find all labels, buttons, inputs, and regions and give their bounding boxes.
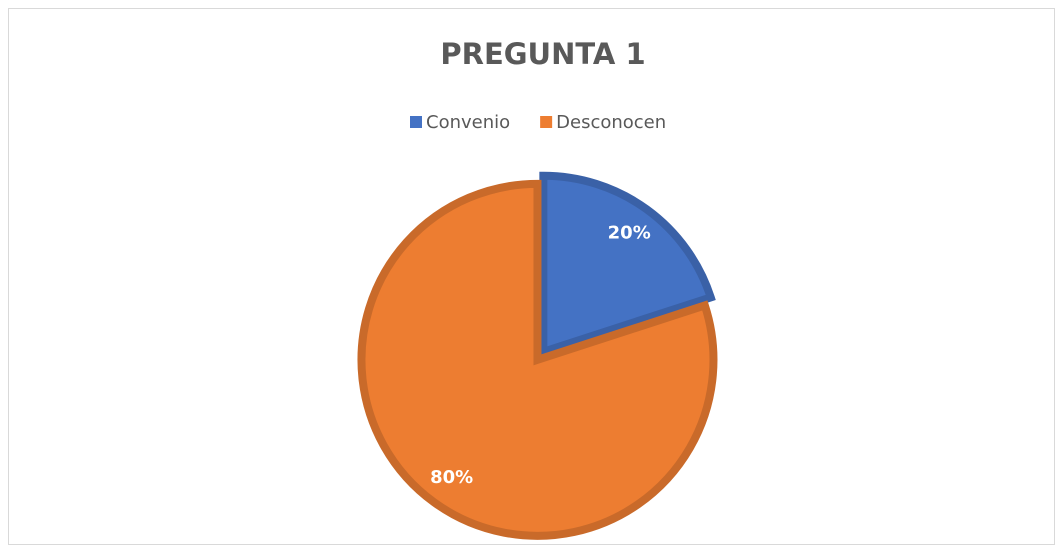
chart-title: PREGUNTA 1 xyxy=(440,37,645,71)
data-label: 20% xyxy=(608,223,651,244)
pie-slice xyxy=(539,171,716,358)
legend-label: Convenio xyxy=(426,112,510,133)
pie-slice xyxy=(357,179,718,540)
data-label: 80% xyxy=(430,467,473,488)
legend-label: Desconocen xyxy=(556,112,666,133)
legend-swatch xyxy=(540,116,553,128)
legend-swatch xyxy=(410,116,422,128)
